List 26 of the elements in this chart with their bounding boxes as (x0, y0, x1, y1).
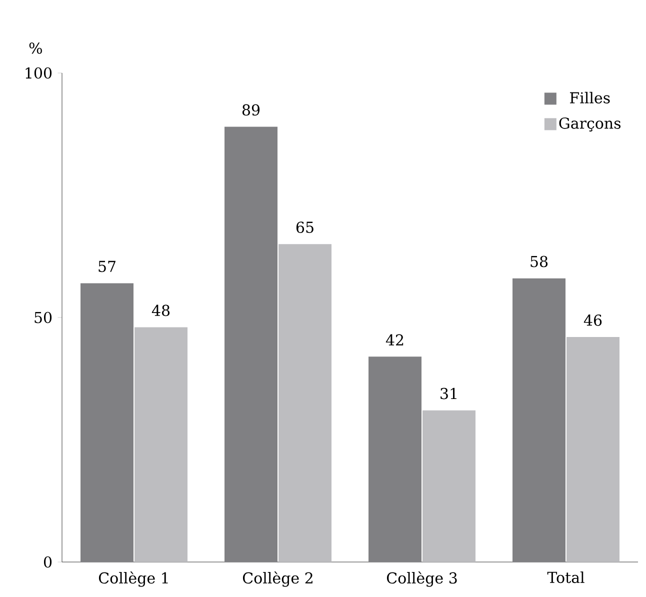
bar (368, 356, 422, 562)
bar (134, 327, 188, 562)
data-label: 42 (386, 334, 404, 346)
bar (80, 283, 134, 562)
x-tick-label: Collège 3 (386, 571, 457, 587)
data-label: 65 (296, 222, 314, 233)
data-label: 48 (152, 304, 170, 316)
data-label: 31 (440, 388, 456, 400)
x-tick-label: Collège 2 (242, 571, 312, 587)
y-tick-label: 0 (44, 556, 52, 568)
x-tick-label: Collège 1 (98, 571, 168, 587)
legend-label: Garçons (559, 117, 621, 132)
data-label: 58 (530, 256, 548, 268)
bar (566, 337, 620, 562)
bar (278, 244, 332, 562)
legend-label: Filles (570, 92, 610, 104)
x-tick-label: Total (547, 571, 584, 584)
y-tick-label: 100 (26, 67, 52, 79)
y-tick-label: 50 (34, 312, 52, 324)
bar (422, 410, 476, 562)
bar (224, 126, 278, 562)
data-label: 89 (242, 104, 260, 116)
data-label: 57 (98, 260, 116, 272)
bar (512, 278, 566, 562)
y-axis-title: % (29, 42, 42, 54)
data-label: 46 (584, 314, 602, 326)
